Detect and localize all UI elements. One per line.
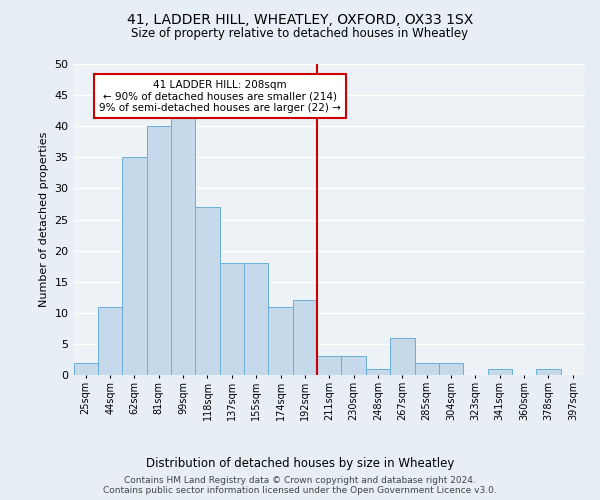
Text: Distribution of detached houses by size in Wheatley: Distribution of detached houses by size … xyxy=(146,458,454,470)
Text: 41, LADDER HILL, WHEATLEY, OXFORD, OX33 1SX: 41, LADDER HILL, WHEATLEY, OXFORD, OX33 … xyxy=(127,12,473,26)
Bar xyxy=(74,362,98,375)
Bar xyxy=(341,356,366,375)
Y-axis label: Number of detached properties: Number of detached properties xyxy=(39,132,49,307)
Bar xyxy=(268,306,293,375)
Text: 41 LADDER HILL: 208sqm
← 90% of detached houses are smaller (214)
9% of semi-det: 41 LADDER HILL: 208sqm ← 90% of detached… xyxy=(99,80,341,113)
Text: Contains HM Land Registry data © Crown copyright and database right 2024.: Contains HM Land Registry data © Crown c… xyxy=(124,476,476,485)
Bar xyxy=(146,126,171,375)
Bar xyxy=(244,263,268,375)
Bar xyxy=(171,114,196,375)
Bar xyxy=(220,263,244,375)
Bar xyxy=(488,369,512,375)
Bar xyxy=(98,306,122,375)
Bar xyxy=(317,356,341,375)
Text: Contains public sector information licensed under the Open Government Licence v3: Contains public sector information licen… xyxy=(103,486,497,495)
Bar xyxy=(415,362,439,375)
Bar xyxy=(439,362,463,375)
Text: Size of property relative to detached houses in Wheatley: Size of property relative to detached ho… xyxy=(131,28,469,40)
Bar xyxy=(196,207,220,375)
Bar xyxy=(536,369,560,375)
Bar xyxy=(366,369,390,375)
Bar xyxy=(390,338,415,375)
Bar xyxy=(122,158,146,375)
Bar xyxy=(293,300,317,375)
